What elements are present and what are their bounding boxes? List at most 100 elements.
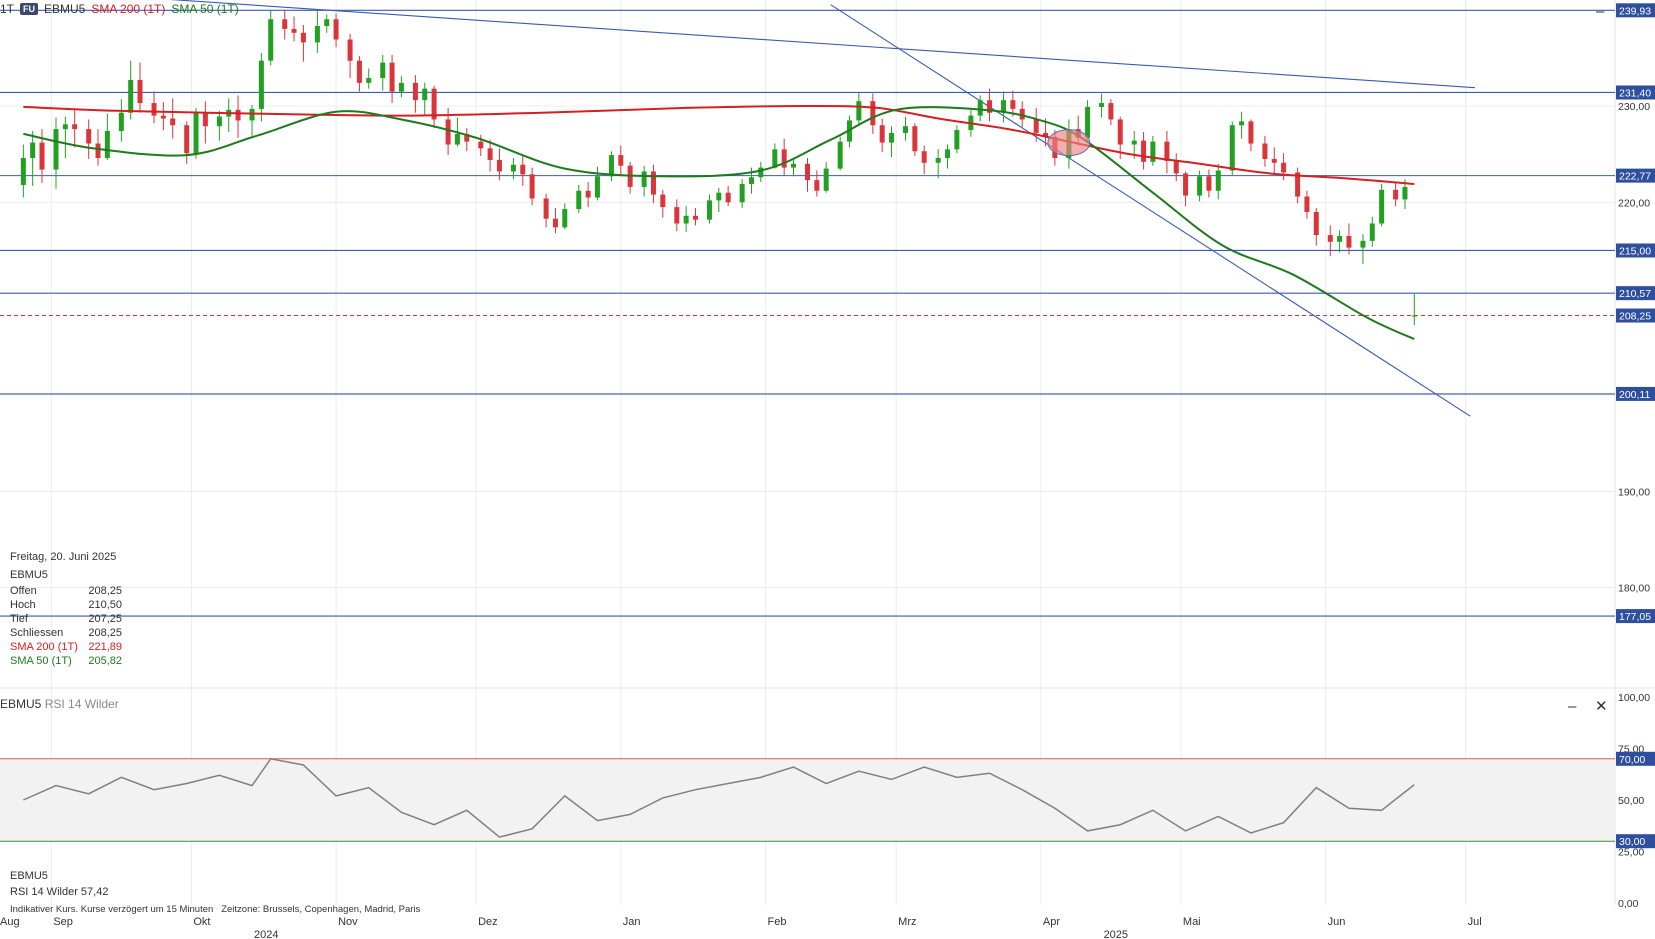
candle-body <box>1206 176 1212 191</box>
candle-body <box>380 62 386 79</box>
month-gridlines <box>0 0 1655 905</box>
candle-body <box>758 167 764 178</box>
candle-body <box>879 125 885 143</box>
candle-body <box>356 60 362 83</box>
candle-body <box>912 126 918 152</box>
candle-body <box>772 149 778 168</box>
candle <box>412 75 418 113</box>
candle-body <box>814 180 820 191</box>
candle <box>282 10 288 40</box>
footer-note: Indikativer Kurs. Kurse verzögert um 15 … <box>10 904 421 915</box>
candle <box>870 93 876 134</box>
price-tag: 239,93 <box>1619 5 1651 17</box>
candle <box>258 52 264 122</box>
x-tick-label: Sep <box>53 916 73 928</box>
candle-body <box>1313 211 1319 236</box>
candle <box>30 131 36 186</box>
candle-body <box>282 19 288 29</box>
candle-body <box>618 155 624 166</box>
exchange-badge: FU <box>20 3 39 15</box>
candle-body <box>366 78 372 83</box>
candle <box>552 208 558 234</box>
candle-body <box>137 79 143 104</box>
candle <box>62 116 68 158</box>
candle-body <box>739 184 745 203</box>
x-tick-label: Mai <box>1183 916 1201 928</box>
rsi-header-symbol[interactable]: EBMU5 <box>0 697 42 711</box>
candle-body <box>1010 100 1016 109</box>
candle-body <box>202 112 208 127</box>
candle <box>1099 93 1105 118</box>
rsi-y-tick-label: 100,00 <box>1618 692 1650 704</box>
rsi-close-icon[interactable]: ✕ <box>1595 698 1608 715</box>
price-tag-bg <box>1616 386 1655 401</box>
candle-body <box>445 119 451 145</box>
candle-body <box>674 207 680 224</box>
candle-body <box>1229 125 1235 171</box>
candle <box>903 116 909 141</box>
candle-body <box>1379 189 1385 224</box>
main-minimize-icon[interactable]: – <box>1596 3 1605 20</box>
candle-body <box>496 159 502 172</box>
candle <box>1150 135 1156 166</box>
candle-body <box>1262 143 1268 159</box>
candle <box>1379 184 1385 227</box>
candle <box>216 110 222 141</box>
rsi-info-symbol: EBMU5 <box>10 870 48 882</box>
candle-body <box>72 124 78 130</box>
candle <box>576 184 582 213</box>
candle <box>380 54 386 91</box>
candle-body <box>478 141 484 149</box>
rsi-header-indicator[interactable]: RSI 14 Wilder <box>44 697 119 711</box>
candle <box>160 102 166 131</box>
info-symbol: EBMU5 <box>10 569 48 581</box>
candle <box>1215 163 1221 200</box>
candle <box>291 16 297 42</box>
candles <box>20 10 1417 326</box>
candle <box>1164 131 1170 174</box>
sma200-legend[interactable]: SMA 200 (1T) <box>91 2 166 16</box>
ohlc-info-panel: Freitag, 20. Juni 2025 EBMU5 Offen 208,25… <box>10 550 122 668</box>
candle-body <box>987 100 993 113</box>
y-tick-label: 220,00 <box>1618 197 1650 209</box>
candle <box>1337 230 1343 253</box>
candle <box>1108 99 1114 126</box>
candle <box>86 119 92 159</box>
candle <box>1010 90 1016 117</box>
candle <box>464 128 470 152</box>
x-tick-label: Mrz <box>898 916 916 928</box>
candle-body <box>935 157 941 163</box>
price-tag: 200,11 <box>1619 389 1650 401</box>
candle <box>1019 101 1025 128</box>
candle-body <box>1173 160 1179 174</box>
y-tick-label: 230,00 <box>1618 101 1650 113</box>
x-tick-label: Nov <box>338 916 358 928</box>
candle-body <box>1239 121 1245 126</box>
candle <box>1271 147 1277 174</box>
symbol-label[interactable]: EBMU5 <box>44 2 86 16</box>
candle-body <box>552 218 558 228</box>
candle <box>585 182 591 208</box>
x-tick-label: Okt <box>193 916 210 928</box>
candle-body <box>1360 240 1366 248</box>
price-tag-bg <box>1616 286 1655 301</box>
interval-label[interactable]: 1T <box>0 2 15 16</box>
sma50-legend[interactable]: SMA 50 (1T) <box>171 2 239 16</box>
trendline <box>830 4 1471 417</box>
candle-body <box>193 112 199 154</box>
candle-body <box>30 142 36 158</box>
candle <box>1229 121 1235 176</box>
rsi-minimize-icon[interactable]: – <box>1568 698 1577 715</box>
candle <box>987 88 993 122</box>
candle <box>1248 119 1254 152</box>
candle-body <box>464 133 470 142</box>
candle <box>1393 182 1399 207</box>
candle-body <box>1150 141 1156 162</box>
axis-labels: Aug Sep Okt Nov Dez Jan Feb Mrz Apr Mai Jun Jul 2024… <box>0 101 1650 939</box>
candle-body <box>300 32 306 43</box>
x-tick-label: Feb <box>767 916 786 928</box>
candle-body <box>1197 176 1203 196</box>
info-row: Schliessen 208,25 <box>10 627 122 639</box>
candle <box>725 185 731 207</box>
candle-body <box>1043 132 1049 137</box>
